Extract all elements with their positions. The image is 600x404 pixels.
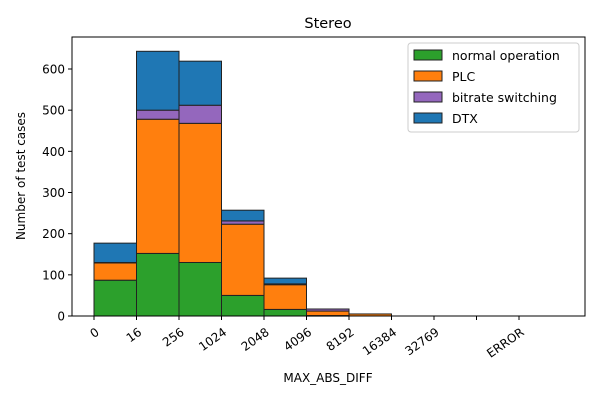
legend-label: PLC [452,69,476,84]
bar-segment-bitrate-switching-2 [178,104,222,124]
y-tick-label: 200 [42,227,65,241]
x-tick-label: 1024 [196,325,229,354]
x-axis: 0 16 256 1024 2048 4096 8192 16384 32769 ERROR [87,316,527,361]
legend-label: bitrate switching [452,90,557,105]
bars-group [93,50,392,317]
bar-segment-normal-operation-3 [221,294,265,317]
y-tick-label: 0 [57,310,65,324]
legend-swatch [413,49,443,61]
bar-segment-PLC-2 [178,122,222,263]
y-axis-label: Number of test cases [14,112,28,240]
x-axis-label: MAX_ABS_DIFF [283,371,372,385]
y-tick-label: 400 [42,145,65,159]
legend-box [407,42,580,133]
x-tick-label: 16384 [360,325,399,358]
legend-swatch [413,91,443,103]
x-tick-label: 16 [124,325,145,345]
y-tick-label: 100 [42,268,65,282]
x-tick-label: 4096 [281,325,314,354]
x-tick-label: 0 [87,325,101,341]
y-axis: 0 100 200 300 400 500 600 [42,63,72,324]
bar-segment-PLC-1 [136,118,180,254]
legend-swatch [413,112,443,124]
bar-segment-DTX-0 [93,242,137,263]
bar-segment-normal-operation-0 [93,279,137,317]
bar-segment-PLC-3 [221,223,265,296]
y-tick-label: 500 [42,104,65,118]
legend-label: normal operation [452,48,560,63]
bar-segment-PLC-0 [93,262,137,281]
chart-title: Stereo [304,16,351,32]
y-tick-label: 600 [42,63,65,77]
legend-label: DTX [452,111,478,126]
x-tick-label: 8192 [324,325,357,354]
legend: normal operation PLC bitrate switching DTX [407,42,580,133]
x-tick-label: 32769 [402,325,441,358]
legend-swatch [413,70,443,82]
y-tick-label: 300 [42,186,65,200]
axes-frame [71,36,586,317]
bar-segment-PLC-4 [263,284,307,310]
x-tick-label: 256 [160,325,187,350]
bar-segment-bitrate-switching-1 [136,109,180,120]
bar-segment-PLC-5 [306,310,350,317]
x-tick-label: 2048 [239,325,272,354]
bar-segment-DTX-3 [221,209,265,222]
bar-segment-DTX-1 [136,50,180,111]
bar-segment-normal-operation-2 [178,261,222,317]
bar-segment-DTX-4 [263,277,307,285]
x-tick-label: ERROR [484,325,526,361]
bar-segment-bitrate-switching-5 [306,308,350,312]
bar-segment-DTX-2 [178,60,222,106]
bar-segment-normal-operation-1 [136,252,180,317]
bar-segment-normal-operation-4 [263,308,307,317]
